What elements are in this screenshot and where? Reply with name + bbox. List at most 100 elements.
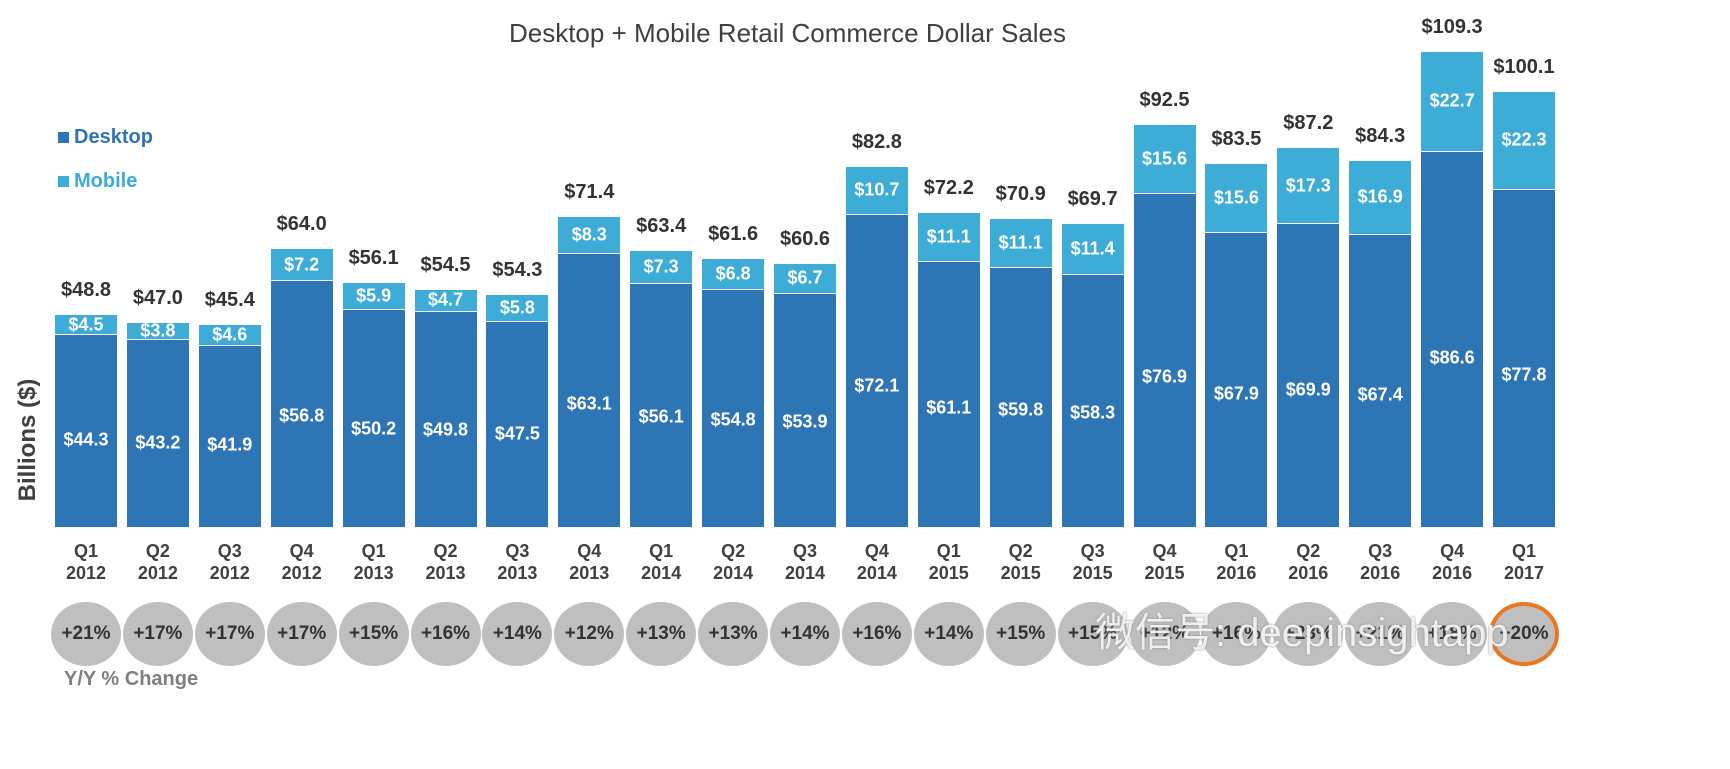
yoy-circle: +15%: [338, 602, 409, 666]
bar-segment: [630, 251, 693, 284]
bar-segment: [126, 339, 189, 527]
total-label: $45.4: [204, 288, 255, 311]
x-tick-label: Q1 2017: [1503, 541, 1545, 583]
x-tick-label: Q3 2013: [497, 541, 538, 583]
yoy-circle: +15%: [985, 602, 1056, 666]
legend-text: Mobile: [74, 170, 138, 192]
bar-value-label: $54.8: [710, 409, 756, 430]
bar-segment: [845, 213, 908, 527]
yoy-circle: +17%: [122, 602, 193, 666]
yoy-circle: +16%: [841, 602, 912, 666]
bar-segment: [1493, 188, 1555, 527]
bar-value-label: $77.8: [1501, 364, 1547, 385]
total-label: $54.3: [492, 259, 543, 282]
bar-segment: [414, 290, 477, 311]
legend-swatch: [58, 176, 69, 187]
yoy-circle: +13%: [626, 602, 697, 666]
bar-value-label: $72.1: [854, 375, 900, 396]
bar-segment: [1277, 223, 1340, 527]
bar-segment: [486, 320, 549, 527]
bar-value-label: $17.3: [1285, 175, 1331, 196]
yoy-circle: +21%: [51, 602, 121, 666]
x-tick-label: Q3 2016: [1360, 541, 1401, 583]
bar-value-label: $61.1: [926, 397, 972, 417]
bar-segment: [774, 263, 836, 293]
total-label: $92.5: [1139, 89, 1190, 111]
bar-value-label: $43.2: [135, 432, 181, 453]
bar-segment: [198, 324, 261, 345]
bar-value-label: $5.9: [356, 285, 392, 306]
yoy-circle: +12%: [1129, 602, 1200, 666]
yoy-label: Y/Y % Change: [64, 668, 199, 690]
bar-segment: [486, 295, 549, 321]
x-tick-label: Q1 2015: [928, 541, 969, 583]
bar-value-label: $16.9: [1357, 186, 1403, 207]
yoy-circle: +14%: [482, 602, 553, 666]
bar-segment: [55, 314, 117, 335]
yoy-circle: +17%: [194, 602, 265, 666]
bar-segment: [126, 322, 189, 340]
bar-value-label: $63.1: [566, 393, 612, 414]
bar-segment: [1061, 224, 1124, 274]
bar-value-label: $4.5: [68, 314, 104, 335]
total-label: $54.5: [420, 254, 471, 277]
total-label: $63.4: [636, 215, 687, 238]
legend-text: Desktop: [74, 126, 153, 148]
x-tick-label: Q2 2015: [1000, 541, 1041, 583]
x-tick-label: Q3 2012: [209, 541, 250, 583]
bar-segment: [630, 283, 693, 527]
total-label: $60.6: [779, 227, 831, 250]
bar-value-label: $5.8: [499, 297, 535, 318]
x-tick-label: Q2 2013: [425, 541, 466, 583]
chart-title: Desktop + Mobile Retail Commerce Dollar …: [508, 18, 1067, 48]
bar-value-label: $56.1: [638, 406, 684, 427]
total-label: $47.0: [132, 286, 183, 309]
bar-segment: [342, 308, 405, 527]
bar-segment: [414, 310, 477, 527]
bar-segment: [1493, 91, 1555, 189]
yoy-circle: +13%: [698, 602, 769, 666]
bar-value-label: $7.2: [284, 254, 320, 274]
x-tick-label: Q1 2013: [353, 541, 394, 583]
bar-value-label: $22.3: [1501, 129, 1547, 150]
bar-segment: [1133, 125, 1196, 193]
bar-value-label: $11.1: [998, 232, 1043, 253]
total-label: $72.2: [923, 177, 974, 200]
bar-value-label: $56.8: [279, 405, 325, 426]
yoy-circle: +20%: [1489, 602, 1559, 666]
x-tick-label: Q2 2016: [1288, 541, 1329, 583]
bar-segment: [774, 292, 836, 527]
bar-segment: [702, 288, 765, 527]
total-label: $56.1: [348, 247, 399, 270]
bar-value-label: $58.3: [1070, 402, 1116, 423]
yoy-circle: +15%: [1057, 602, 1128, 666]
x-tick-label: Q4 2012: [281, 541, 322, 583]
bar-value-label: $49.8: [422, 419, 469, 440]
bar-value-label: $44.3: [63, 429, 109, 450]
yoy-circle: +17%: [266, 602, 337, 666]
bar-value-label: $67.4: [1357, 384, 1403, 405]
bar-segment: [1349, 160, 1412, 235]
x-tick-label: Q4 2015: [1144, 541, 1185, 583]
bar-segment: [989, 218, 1052, 268]
yoy-circle: +21%: [1345, 602, 1416, 666]
bar-segment: [1133, 192, 1196, 527]
bar-segment: [702, 259, 765, 289]
total-label: $61.6: [708, 223, 759, 246]
bar-segment: [55, 334, 117, 527]
total-label: $69.7: [1067, 188, 1118, 211]
bar-segment: [270, 280, 333, 527]
x-tick-label: Q3 2014: [784, 541, 826, 583]
legend-entry: Desktop: [58, 126, 153, 149]
bar-segment: [1277, 148, 1340, 224]
yoy-circle: +14%: [770, 602, 840, 666]
bar-value-label: $41.9: [207, 434, 253, 455]
x-tick-label: Q3 2015: [1072, 541, 1113, 583]
yoy-circle: +14%: [913, 602, 984, 666]
bar-value-label: $11.1: [926, 226, 971, 247]
x-tick-label: Q4 2014: [856, 541, 897, 583]
bar-value-label: $4.6: [212, 324, 248, 345]
bar-value-label: $6.7: [787, 267, 823, 288]
y-axis-label: Billions ($): [14, 378, 41, 502]
